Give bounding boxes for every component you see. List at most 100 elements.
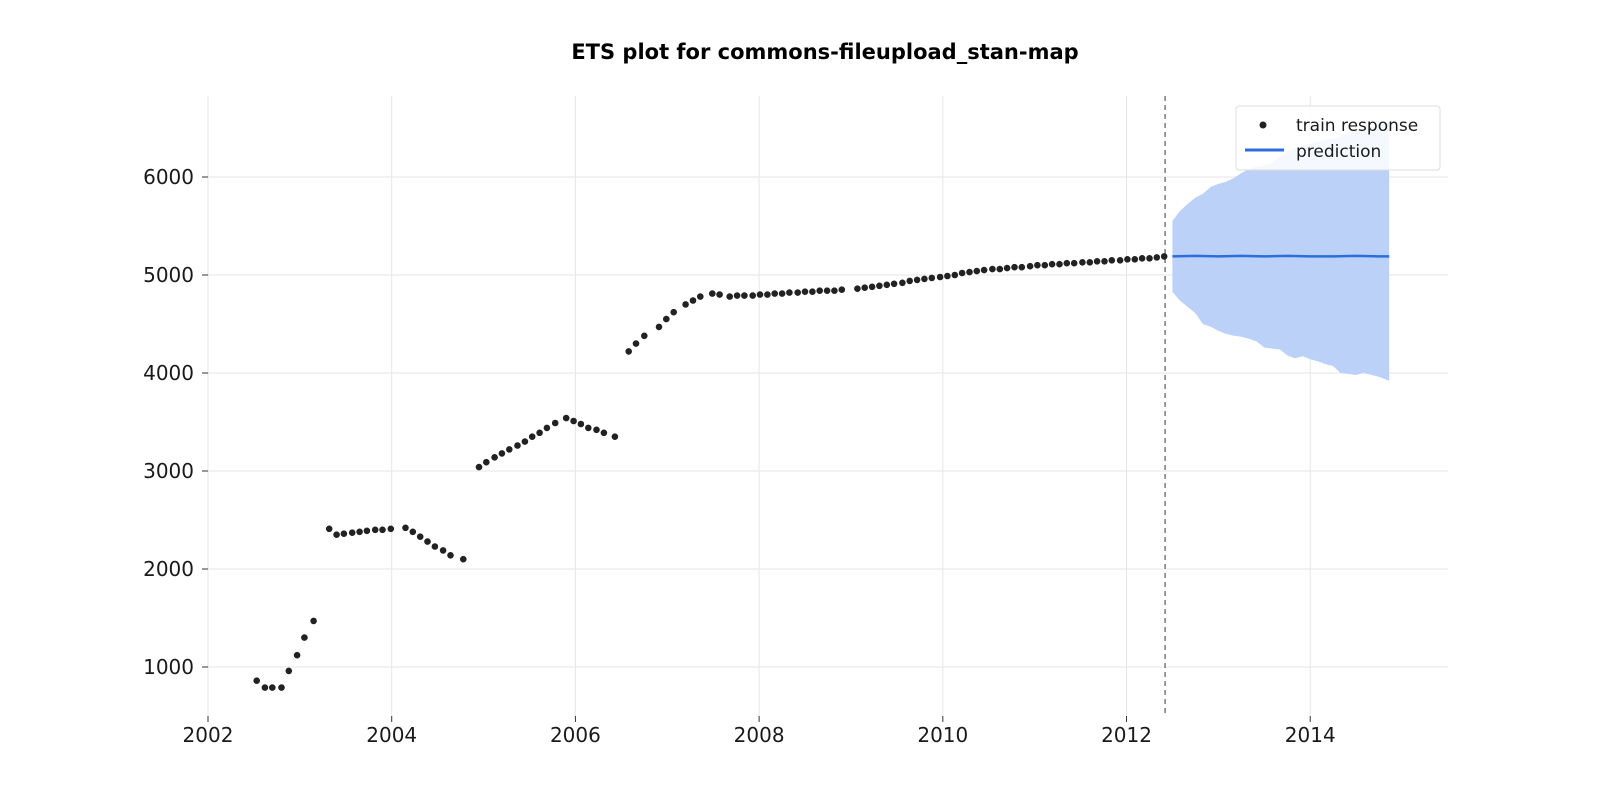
train-response-point	[356, 528, 363, 536]
train-response-point	[831, 287, 838, 295]
train-response-point	[641, 332, 648, 340]
y-tick-label: 2000	[143, 557, 194, 581]
train-response-point	[996, 265, 1004, 273]
train-response-point	[310, 617, 317, 625]
train-response-point	[876, 282, 883, 290]
train-response-point	[1011, 263, 1018, 271]
train-response-point	[416, 533, 424, 540]
train-response-point	[801, 288, 809, 296]
train-response-point	[424, 538, 431, 545]
train-response-point	[1063, 259, 1071, 267]
x-axis-ticks: 2002 2004 2006 2008 2010 2012 2014	[183, 716, 1336, 747]
train-response-points	[253, 253, 1168, 691]
train-response-point	[483, 458, 490, 466]
train-response-point	[973, 267, 981, 275]
train-response-point	[1026, 262, 1034, 270]
train-response-point	[921, 275, 928, 283]
train-response-point	[980, 266, 988, 274]
train-response-point	[333, 531, 340, 538]
train-response-point	[1041, 261, 1049, 269]
train-response-point	[1146, 254, 1153, 262]
x-tick-label: 2004	[366, 723, 417, 747]
chart-title: ETS plot for commons-fileupload_stan-map	[571, 40, 1079, 64]
train-response-point	[278, 684, 285, 691]
train-response-point	[951, 271, 959, 279]
y-tick-label: 6000	[143, 165, 194, 189]
train-response-point	[883, 281, 891, 289]
train-response-point	[521, 438, 529, 445]
train-response-point	[379, 526, 386, 534]
train-response-point	[498, 450, 506, 457]
train-response-point	[570, 417, 577, 425]
train-response-point	[689, 297, 697, 304]
y-tick-label: 5000	[143, 263, 194, 287]
train-response-point	[716, 291, 723, 298]
train-response-point	[301, 634, 308, 641]
x-tick-label: 2002	[183, 723, 234, 747]
train-response-point	[771, 290, 778, 297]
train-response-point	[293, 651, 301, 659]
train-response-point	[600, 429, 608, 437]
legend-box	[1235, 105, 1441, 171]
legend-marker-train-response	[1259, 121, 1267, 129]
train-response-point	[1034, 261, 1041, 269]
train-response-point	[778, 290, 786, 297]
train-response-point	[625, 348, 632, 355]
train-response-point	[1108, 257, 1116, 264]
train-response-point	[809, 288, 816, 296]
train-response-point	[261, 684, 269, 691]
train-response-point	[325, 525, 333, 533]
train-response-point	[1018, 263, 1026, 271]
y-tick-label: 3000	[143, 459, 194, 483]
train-response-point	[682, 301, 689, 308]
train-response-point	[1124, 255, 1131, 263]
train-response-point	[1116, 257, 1124, 264]
train-response-point	[786, 289, 793, 296]
train-response-point	[1101, 258, 1108, 265]
train-response-point	[562, 414, 570, 422]
train-response-point	[906, 277, 913, 285]
train-response-point	[733, 292, 741, 299]
train-response-point	[577, 420, 585, 428]
x-tick-label: 2006	[550, 723, 601, 747]
train-response-point	[794, 289, 801, 296]
train-response-point	[928, 274, 936, 282]
train-response-point	[966, 268, 973, 276]
train-response-point	[726, 293, 733, 300]
y-tick-label: 4000	[143, 361, 194, 385]
train-response-point	[749, 292, 756, 299]
train-response-point	[1153, 254, 1161, 261]
train-response-point	[670, 308, 677, 316]
legend-label-prediction: prediction	[1296, 142, 1381, 162]
train-response-point	[285, 667, 293, 675]
grid-lines	[207, 96, 1448, 716]
train-response-point	[1093, 258, 1101, 265]
train-response-point	[989, 265, 996, 273]
train-response-point	[475, 463, 483, 471]
train-response-point	[741, 292, 748, 299]
prediction-line	[1172, 254, 1390, 258]
train-response-point	[958, 269, 966, 277]
train-response-point	[536, 429, 543, 437]
train-response-point	[491, 454, 498, 461]
train-response-point	[655, 323, 663, 331]
x-tick-label: 2014	[1285, 723, 1336, 747]
train-response-point	[402, 524, 409, 532]
train-response-point	[1138, 254, 1146, 262]
train-response-point	[1048, 260, 1056, 268]
train-response-point	[764, 291, 771, 298]
train-response-point	[439, 547, 447, 554]
train-response-point	[611, 433, 619, 441]
train-response-point	[868, 283, 876, 291]
train-response-point	[460, 555, 467, 563]
train-response-point	[823, 287, 831, 295]
train-response-point	[1056, 260, 1063, 268]
prediction-interval-area	[1172, 122, 1390, 381]
train-response-point	[528, 433, 536, 441]
train-response-point	[1079, 259, 1086, 266]
train-response-point	[697, 293, 704, 300]
legend: train response prediction	[1235, 105, 1441, 171]
train-response-point	[551, 419, 559, 427]
train-response-point	[1003, 264, 1011, 272]
train-response-point	[1160, 253, 1168, 260]
